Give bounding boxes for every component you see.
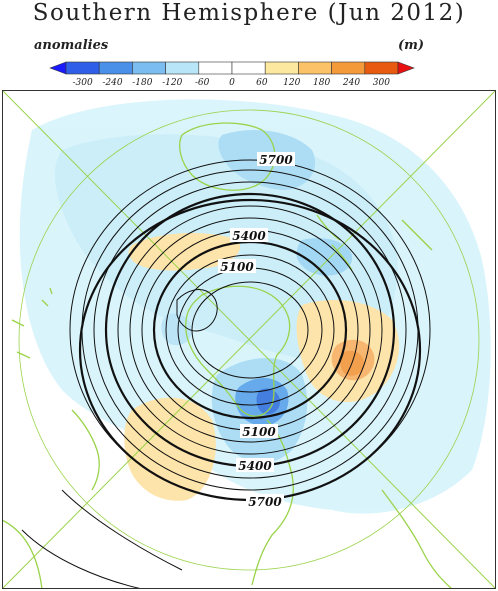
- color-scale-box: [264, 61, 299, 75]
- coastline-africa-2: [71, 409, 100, 491]
- color-scale-boxes: [49, 61, 415, 75]
- color-scale-tick-label: 0: [229, 78, 235, 88]
- coastlines: [2, 122, 453, 589]
- coastline-africa: [2, 519, 43, 589]
- coastline-south-america: [251, 419, 294, 586]
- contour-label-outer: 5700: [259, 153, 293, 167]
- coastline-islands: [11, 287, 53, 359]
- color-scale-tick-label: -60: [195, 78, 210, 88]
- contour-labels: 5700 5400 5100 5100 5400 5700: [218, 152, 295, 509]
- color-scale-box: [98, 61, 133, 75]
- blue-anomaly-west: [161, 313, 192, 346]
- unit-label: (m): [398, 38, 425, 53]
- color-scale-tick-label: -120: [162, 78, 182, 88]
- coastline-new-zealand: [316, 214, 353, 271]
- contour-label-lower-outer: 5700: [248, 495, 282, 509]
- color-scale-arrow-low: [49, 61, 67, 75]
- anomalies-label: anomalies: [34, 38, 109, 53]
- map-frame: [2, 90, 496, 589]
- color-scale-tick-label: 180: [313, 78, 330, 88]
- contour-label-mid: 5400: [232, 229, 266, 243]
- color-scale-box: [364, 61, 399, 75]
- color-scale-tick-label: 240: [342, 78, 360, 88]
- grid-lines: [2, 90, 496, 589]
- color-scale-tick-label: 300: [373, 78, 390, 88]
- color-scale-box: [331, 61, 366, 75]
- anomaly-shading: [19, 99, 491, 514]
- color-scale-box: [198, 61, 233, 75]
- map-title: Southern Hemisphere (Jun 2012): [32, 0, 466, 26]
- color-scale-arrow-high: [397, 61, 415, 75]
- color-scale-box: [231, 61, 266, 75]
- color-scale-box: [165, 61, 200, 75]
- contour-label-lower-mid: 5400: [238, 459, 272, 473]
- coastline-ne: [401, 219, 433, 251]
- contour-label-inner: 5100: [220, 260, 254, 274]
- coastline-antarctica: [185, 285, 291, 417]
- color-scale-tick-label: -240: [102, 78, 122, 88]
- coastline-australia: [179, 122, 276, 191]
- contour-label-lower-inner: 5100: [242, 425, 276, 439]
- color-scale-tick-label: -300: [72, 78, 92, 88]
- color-scale-box: [65, 61, 100, 75]
- orange-anomaly-southwest: [124, 397, 216, 501]
- coastline-se: [381, 489, 453, 589]
- color-scale-tick-label: 60: [256, 78, 268, 88]
- anomaly-map: 5700 5400 5100 5100 5400 5700: [2, 90, 496, 589]
- color-scale-bar: -300 -240 -180 -120 -60 0 60 120 180 240 300: [49, 61, 415, 88]
- color-scale-ticks: -300 -240 -180 -120 -60 0 60 120 180 240 300: [72, 78, 390, 88]
- color-scale-box: [298, 61, 332, 75]
- color-scale-tick-label: -180: [132, 78, 152, 88]
- color-scale-tick-label: 120: [283, 78, 300, 88]
- color-scale-box: [132, 61, 166, 75]
